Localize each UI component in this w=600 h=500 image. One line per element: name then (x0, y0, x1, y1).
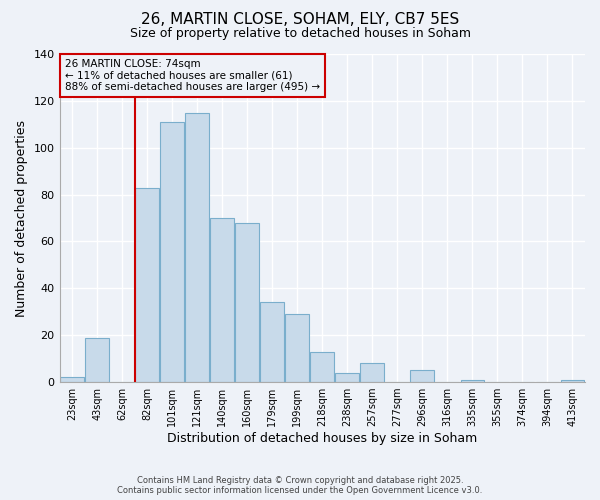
Bar (85, 338, 109, 382)
Bar (286, 314, 309, 382)
Bar (60, 378, 84, 382)
Bar (160, 122, 184, 382)
Bar (335, 372, 359, 382)
Bar (185, 112, 209, 382)
Bar (210, 218, 234, 382)
Text: Size of property relative to detached houses in Soham: Size of property relative to detached ho… (130, 28, 470, 40)
Text: 26, MARTIN CLOSE, SOHAM, ELY, CB7 5ES: 26, MARTIN CLOSE, SOHAM, ELY, CB7 5ES (141, 12, 459, 28)
X-axis label: Distribution of detached houses by size in Soham: Distribution of detached houses by size … (167, 432, 478, 445)
Bar (361, 364, 384, 382)
Text: Contains HM Land Registry data © Crown copyright and database right 2025.
Contai: Contains HM Land Registry data © Crown c… (118, 476, 482, 495)
Bar (410, 370, 434, 382)
Bar (461, 380, 484, 382)
Bar (560, 380, 584, 382)
Bar (235, 222, 259, 382)
Text: 26 MARTIN CLOSE: 74sqm
← 11% of detached houses are smaller (61)
88% of semi-det: 26 MARTIN CLOSE: 74sqm ← 11% of detached… (65, 59, 320, 92)
Y-axis label: Number of detached properties: Number of detached properties (15, 120, 28, 316)
Bar (310, 352, 334, 382)
Bar (135, 188, 159, 382)
Bar (260, 302, 284, 382)
